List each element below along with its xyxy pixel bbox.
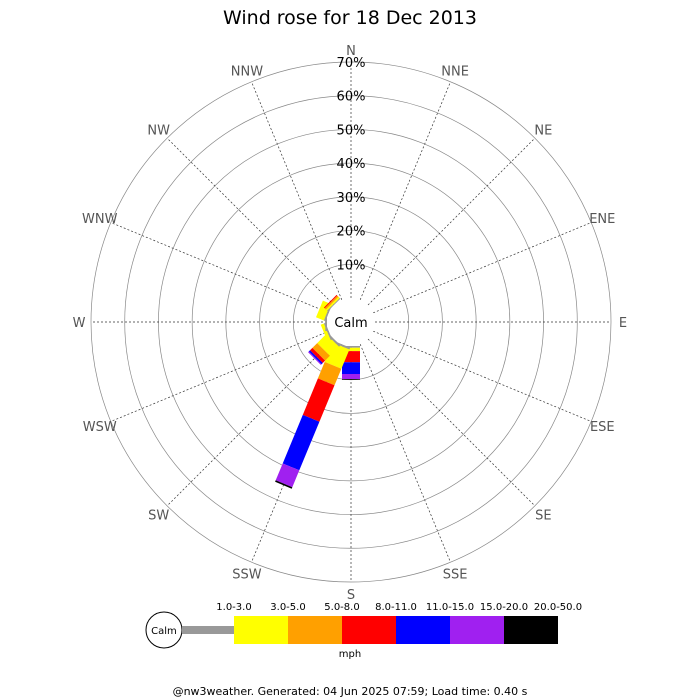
direction-label-wsw: WSW [83,420,117,435]
direction-label-ssw: SSW [232,567,262,582]
direction-label-sse: SSE [443,567,468,582]
bar-wsw-bin1 [320,323,331,342]
direction-label-se: SE [535,508,551,523]
speed-legend: Calm 1.0-3.0 3.0-5.0 5.0-8.0 8.0-11.0 11.0-1… [145,602,582,660]
legend-bin-label: 3.0-5.0 [270,602,305,613]
bar-ssw-bin2 [317,361,342,386]
legend-bin-label: 8.0-11.0 [375,602,417,613]
legend-swatch-3 [342,616,396,644]
bar-sw-bin3 [310,347,326,363]
bar-s-bin5 [342,374,360,379]
legend-bin-label: 5.0-8.0 [324,602,359,613]
bar-ssw-bin3 [302,378,335,422]
wind-bars [275,294,360,489]
bar-nw-bin2 [324,295,339,310]
bar-sw-bin5 [308,351,322,365]
legend-bin-label: 15.0-20.0 [480,602,528,613]
bar-sw-bin1 [317,334,339,356]
legend-swatch-0 [182,626,234,634]
bar-s-bin6 [342,379,360,380]
radial-tick-label: 70% [337,56,366,71]
bar-ssw-bin6 [275,480,293,489]
grid-ring [191,162,511,482]
direction-label-nnw: NNW [231,65,263,80]
legend-bin-label: 11.0-15.0 [426,602,474,613]
legend-unit: mph [339,649,361,660]
bar-sw-bin4 [308,350,323,365]
spoke-nne [359,81,451,300]
direction-label-n: N [346,44,356,59]
radial-tick-label: 60% [337,90,366,105]
grid-ring [124,95,578,549]
direction-label-nw: NW [147,124,170,139]
grid-ring [90,61,612,583]
direction-label-e: E [619,316,627,331]
spoke-sw [166,338,335,507]
spoke-sse [359,344,451,563]
legend-bin-label: 1.0-3.0 [216,602,251,613]
radial-tick-label: 10% [337,258,366,273]
legend-swatch-2 [288,616,342,644]
bar-nw-bin0 [327,298,341,312]
footer-text: @nw3weather. Generated: 04 Jun 2025 07:5… [173,685,528,698]
direction-label-sw: SW [148,508,169,523]
radial-tick-label: 20% [337,225,366,240]
spoke-se [367,338,536,507]
bar-sw-bin2 [312,343,330,361]
bar-nw-bin3 [323,294,338,309]
grid-ring [259,230,443,414]
spoke-nw [166,137,335,306]
direction-label-w: W [73,316,86,331]
spoke-wsw [110,330,329,422]
bar-ssw-bin4 [282,414,320,471]
direction-label-ne: NE [534,124,552,139]
legend-swatch-1 [234,616,288,644]
spoke-ne [367,137,536,306]
legend-calm-label: Calm [151,626,177,637]
spoke-ese [373,330,592,422]
radial-tick-label: 40% [337,157,366,172]
direction-labels: N NNE NE ENE E ESE SE SSE S SSW SW WSW W WNW NW NNW [73,44,628,603]
bar-s-bin4 [342,362,360,374]
direction-label-s: S [347,588,355,603]
calm-label: Calm [334,316,367,331]
spoke-ene [373,222,592,314]
spoke-nnw [251,81,343,300]
radial-tick-label: 50% [337,123,366,138]
legend-calm: Calm [145,611,183,649]
direction-label-ene: ENE [589,212,615,227]
direction-spokes [91,62,611,582]
bar-nw-bin1 [325,296,340,311]
radial-tick-labels: 10% 20% 30% 40% 50% 60% 70% [337,56,366,273]
legend-swatch-6 [504,616,558,644]
direction-label-wnw: WNW [82,212,118,227]
legend-swatch-4 [396,616,450,644]
direction-label-ese: ESE [590,420,615,435]
radial-tick-label: 30% [337,191,366,206]
spoke-wnw [110,222,329,314]
direction-label-nne: NNE [441,65,469,80]
calm-center: Calm [327,298,375,346]
bar-ssw-bin5 [275,463,300,488]
chart-title: Wind rose for 18 Dec 2013 [223,7,477,29]
legend-swatch-5 [450,616,504,644]
legend-bin-label: 20.0-50.0 [534,602,582,613]
